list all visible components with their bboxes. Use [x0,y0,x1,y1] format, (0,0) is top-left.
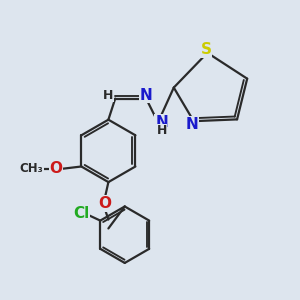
Text: CH₃: CH₃ [20,162,44,176]
Text: H: H [103,88,113,101]
Text: O: O [50,161,63,176]
Text: S: S [200,42,211,57]
Text: H: H [156,124,167,137]
Text: N: N [155,115,168,130]
Text: N: N [140,88,152,103]
Text: Cl: Cl [73,206,89,221]
Text: N: N [186,117,199,132]
Text: O: O [98,196,111,211]
